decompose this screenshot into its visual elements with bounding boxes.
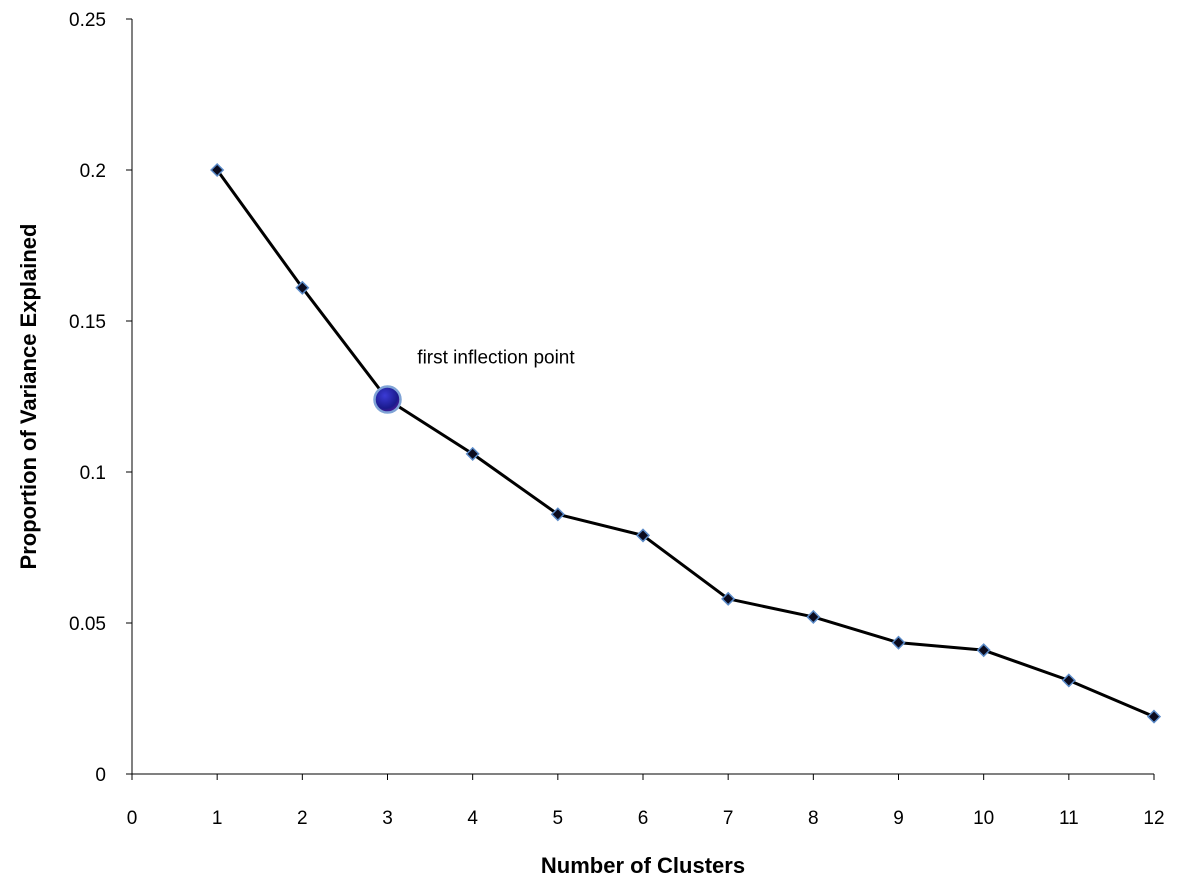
x-tick-label: 10 bbox=[973, 808, 994, 829]
y-tick-label: 0.1 bbox=[80, 463, 106, 484]
y-tick-label: 0.15 bbox=[69, 312, 106, 333]
y-tick-label: 0.05 bbox=[69, 614, 106, 635]
data-point bbox=[465, 446, 480, 461]
x-tick-label: 3 bbox=[382, 808, 393, 829]
series bbox=[210, 162, 1162, 724]
axes bbox=[126, 19, 1154, 775]
data-point bbox=[550, 507, 565, 522]
x-tick-label: 2 bbox=[297, 808, 308, 829]
x-tick-label: 7 bbox=[723, 808, 734, 829]
data-point bbox=[806, 609, 821, 625]
y-tick-label: 0 bbox=[95, 765, 106, 786]
data-point bbox=[1061, 673, 1076, 688]
labels: first inflection point Number of Clusters… bbox=[16, 224, 745, 878]
x-tick-label: 5 bbox=[553, 808, 564, 829]
x-tick-label: 0 bbox=[127, 808, 138, 829]
x-tick-label: 8 bbox=[808, 808, 819, 829]
x-tick-label: 11 bbox=[1059, 808, 1079, 829]
data-point bbox=[976, 643, 991, 658]
series-line bbox=[215, 169, 1155, 719]
x-tick-label: 6 bbox=[638, 808, 649, 829]
y-tick-label: 0.2 bbox=[80, 161, 106, 182]
data-point bbox=[635, 528, 651, 543]
annotation-label: first inflection point bbox=[417, 347, 575, 368]
x-tick-label: 9 bbox=[893, 808, 904, 829]
y-tick-label: 0.25 bbox=[69, 10, 106, 31]
data-point bbox=[721, 591, 736, 606]
highlight-point bbox=[373, 385, 402, 414]
data-point bbox=[1146, 709, 1162, 724]
data-point bbox=[295, 280, 310, 295]
data-point bbox=[210, 162, 225, 178]
x-tick-label: 4 bbox=[467, 808, 478, 829]
x-axis-title: Number of Clusters bbox=[541, 853, 745, 878]
x-tick-label: 1 bbox=[212, 808, 223, 829]
y-axis-title: Proportion of Variance Explained bbox=[16, 224, 41, 570]
x-tick-label: 12 bbox=[1143, 808, 1164, 829]
data-point bbox=[891, 635, 906, 650]
